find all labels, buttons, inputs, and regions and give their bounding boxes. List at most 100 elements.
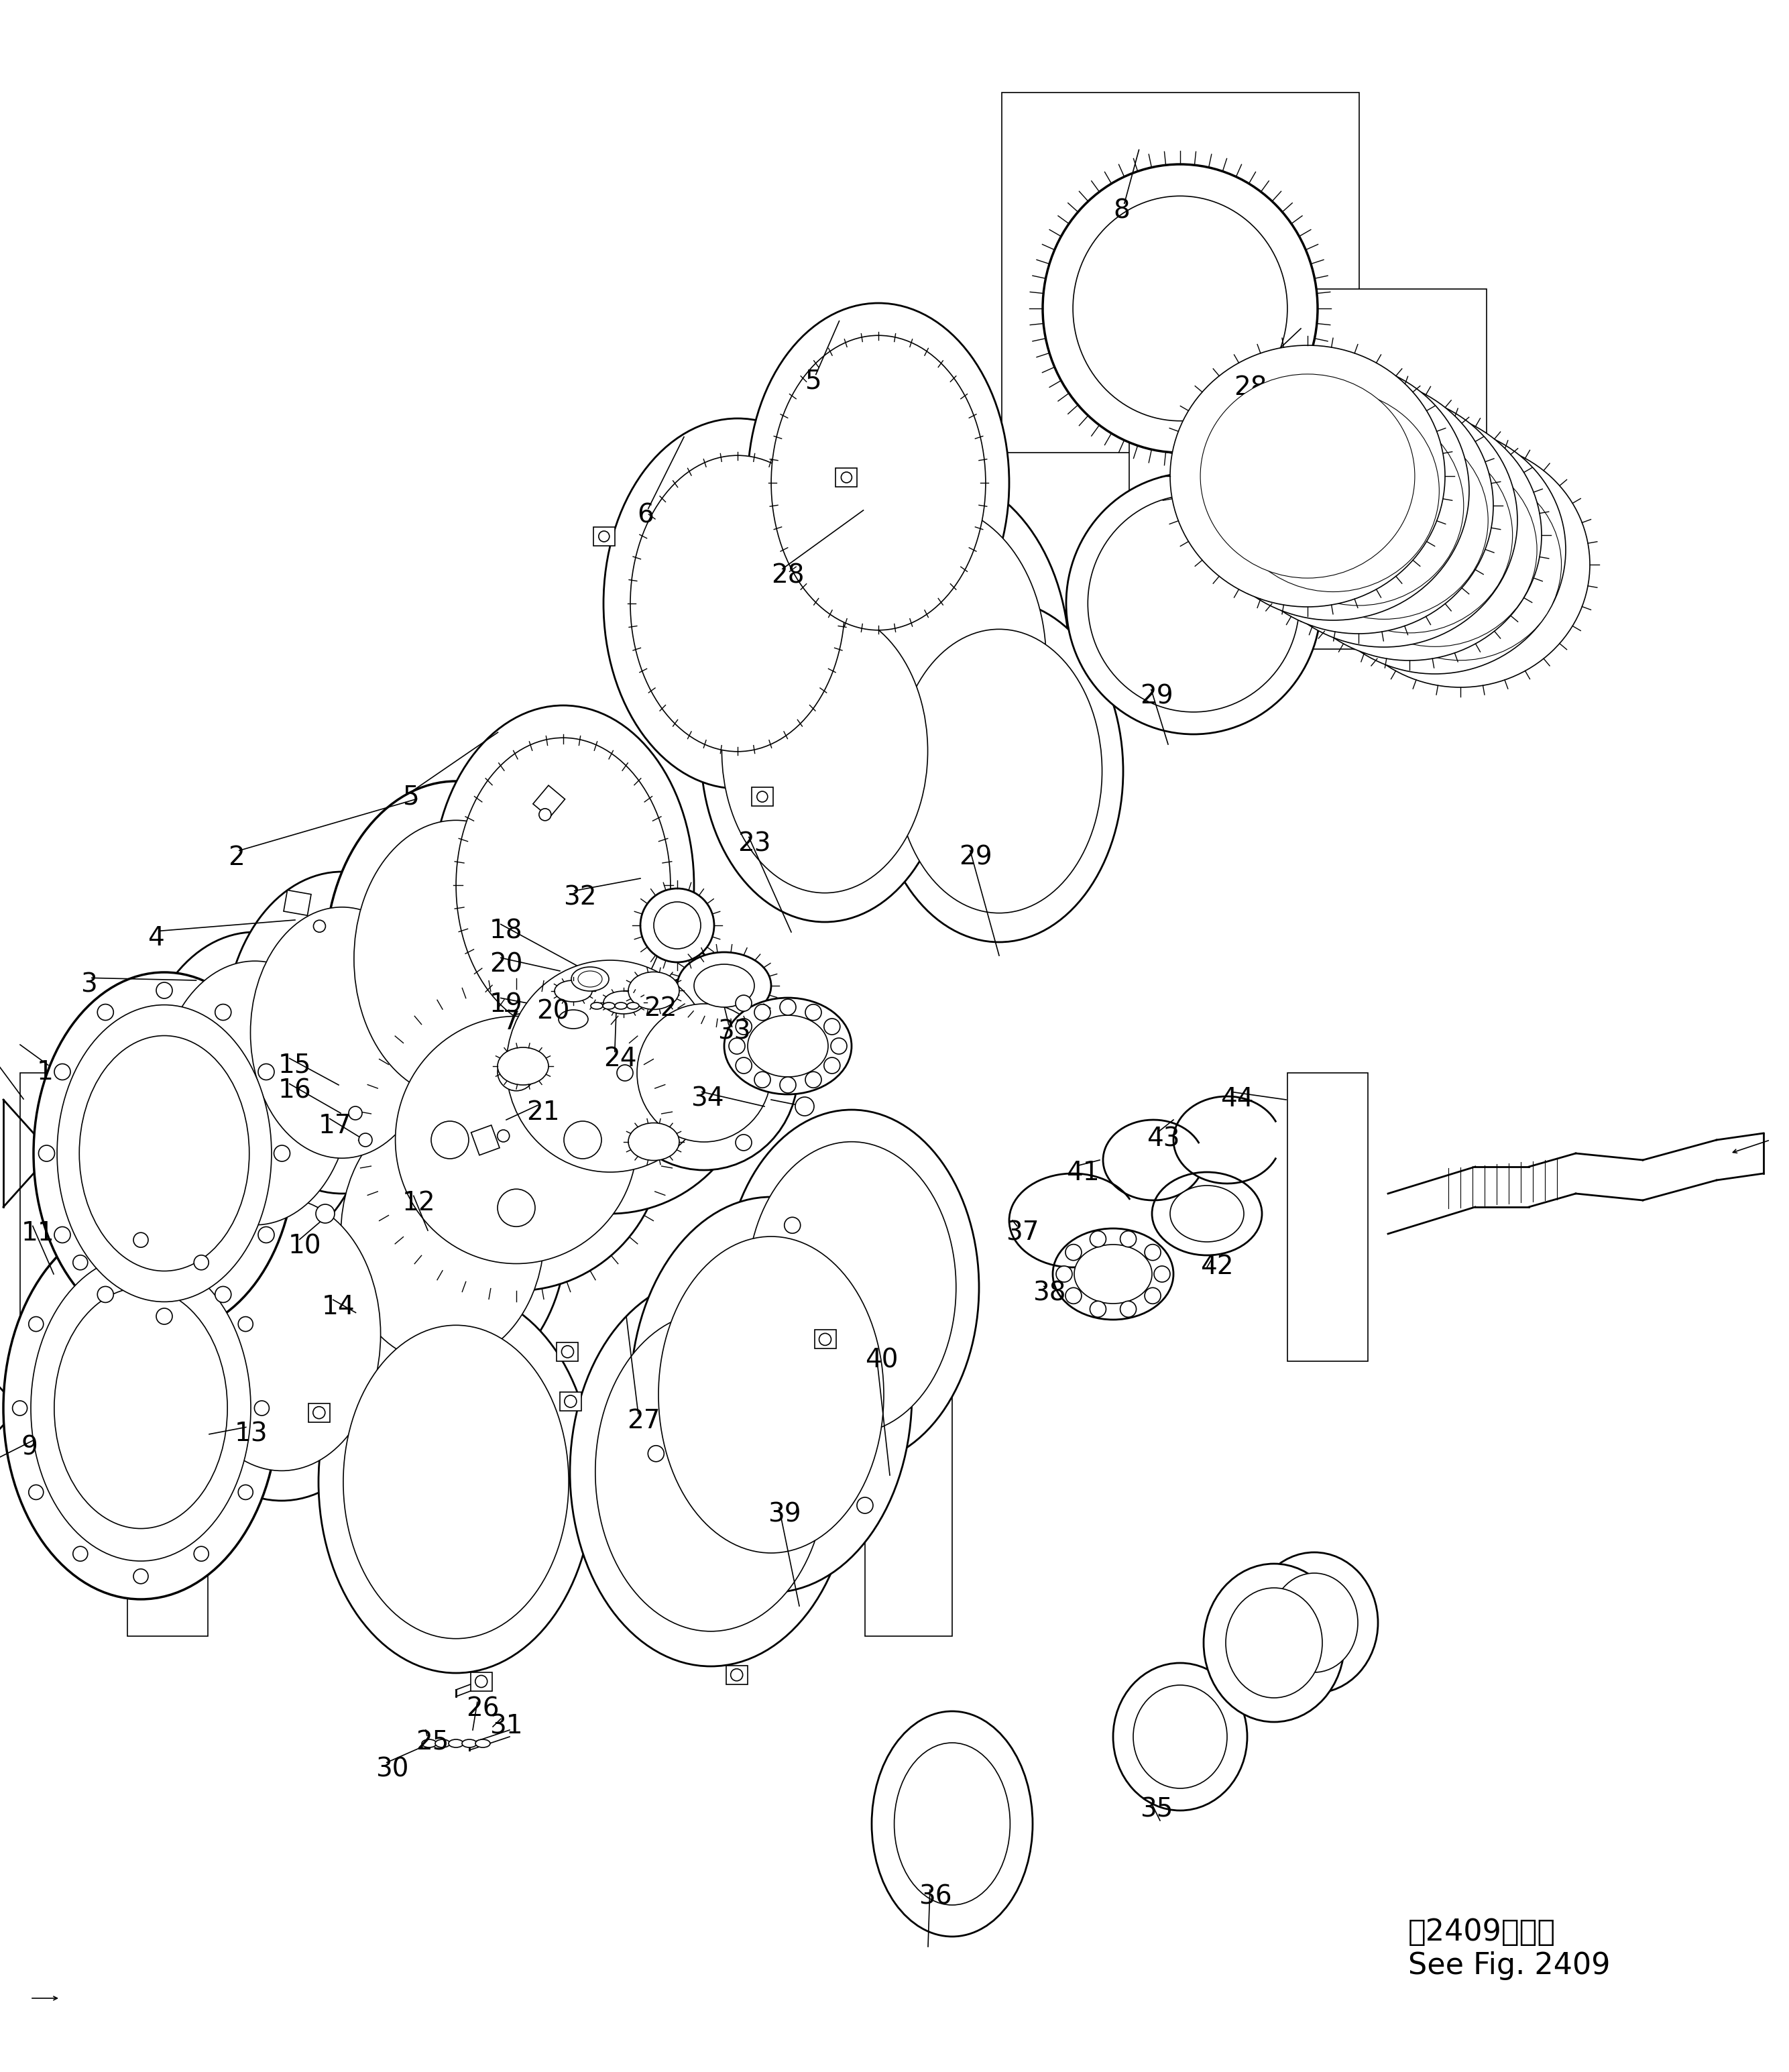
Circle shape <box>497 1129 510 1142</box>
Circle shape <box>755 1071 771 1088</box>
Circle shape <box>1145 1245 1161 1260</box>
Ellipse shape <box>225 872 460 1193</box>
Ellipse shape <box>1254 406 1463 605</box>
Circle shape <box>1120 1231 1136 1247</box>
Circle shape <box>156 1307 172 1324</box>
Ellipse shape <box>1331 441 1590 688</box>
Ellipse shape <box>1200 375 1415 578</box>
Circle shape <box>476 1676 487 1687</box>
Circle shape <box>54 1227 70 1243</box>
Circle shape <box>599 530 610 541</box>
Circle shape <box>780 999 796 1015</box>
Ellipse shape <box>748 303 1009 663</box>
Circle shape <box>735 995 751 1011</box>
Ellipse shape <box>1279 421 1488 620</box>
Bar <box>1129 288 1487 649</box>
Ellipse shape <box>653 901 701 949</box>
Ellipse shape <box>79 1036 249 1270</box>
Circle shape <box>857 1498 873 1513</box>
Circle shape <box>29 1316 43 1332</box>
Bar <box>1288 1073 1369 1361</box>
Ellipse shape <box>1066 472 1320 733</box>
Bar <box>814 1330 835 1349</box>
Ellipse shape <box>1360 468 1562 661</box>
Circle shape <box>349 1106 361 1119</box>
Circle shape <box>648 1446 664 1461</box>
Text: 13: 13 <box>234 1421 268 1446</box>
Bar <box>751 787 773 806</box>
Text: 42: 42 <box>1200 1254 1233 1278</box>
Circle shape <box>73 1256 88 1270</box>
Text: 40: 40 <box>866 1347 898 1374</box>
Circle shape <box>215 1005 231 1019</box>
Text: 3: 3 <box>81 972 97 999</box>
Text: 22: 22 <box>644 997 676 1021</box>
Circle shape <box>735 1019 751 1034</box>
Circle shape <box>313 1407 326 1419</box>
Text: 第2409図参照: 第2409図参照 <box>1408 1919 1556 1946</box>
Text: 36: 36 <box>918 1883 952 1910</box>
Ellipse shape <box>318 1291 594 1672</box>
Ellipse shape <box>465 918 755 1214</box>
Circle shape <box>29 1486 43 1500</box>
Ellipse shape <box>1227 390 1438 593</box>
Ellipse shape <box>318 1075 567 1392</box>
Ellipse shape <box>369 988 664 1291</box>
Text: 6: 6 <box>637 503 653 528</box>
Ellipse shape <box>725 1111 979 1465</box>
Bar <box>127 1347 208 1637</box>
Ellipse shape <box>748 1015 828 1077</box>
Circle shape <box>215 1287 231 1303</box>
Ellipse shape <box>610 976 798 1171</box>
Ellipse shape <box>571 968 608 990</box>
Circle shape <box>805 1005 821 1019</box>
Ellipse shape <box>1224 377 1494 634</box>
Ellipse shape <box>571 1278 852 1666</box>
Circle shape <box>13 1401 27 1415</box>
Ellipse shape <box>30 1256 250 1560</box>
Text: 2: 2 <box>227 845 245 870</box>
Text: 37: 37 <box>1005 1220 1039 1245</box>
Ellipse shape <box>1170 1185 1243 1241</box>
Circle shape <box>755 1005 771 1019</box>
Text: 11: 11 <box>21 1220 55 1245</box>
Circle shape <box>780 1077 796 1094</box>
Text: 25: 25 <box>415 1730 449 1755</box>
Ellipse shape <box>57 1005 272 1301</box>
Circle shape <box>1145 1287 1161 1303</box>
Circle shape <box>564 1121 601 1158</box>
Ellipse shape <box>1225 1587 1322 1697</box>
Ellipse shape <box>506 959 714 1173</box>
Ellipse shape <box>678 953 771 1019</box>
Circle shape <box>805 1071 821 1088</box>
Circle shape <box>313 920 326 932</box>
Bar <box>20 1073 107 1421</box>
Ellipse shape <box>603 990 644 1013</box>
Circle shape <box>134 1233 148 1247</box>
Ellipse shape <box>626 1003 639 1009</box>
Text: 15: 15 <box>279 1053 311 1077</box>
Ellipse shape <box>596 1312 827 1631</box>
Text: 4: 4 <box>147 926 165 951</box>
Text: 31: 31 <box>490 1714 522 1738</box>
Text: 27: 27 <box>626 1409 660 1434</box>
Ellipse shape <box>1333 454 1537 646</box>
Bar <box>284 891 311 916</box>
Ellipse shape <box>449 1738 463 1747</box>
Ellipse shape <box>630 456 844 752</box>
Ellipse shape <box>1132 1685 1227 1788</box>
Text: 28: 28 <box>771 564 805 588</box>
Text: 30: 30 <box>376 1757 408 1782</box>
Ellipse shape <box>1197 361 1469 620</box>
Text: 21: 21 <box>526 1100 560 1125</box>
Circle shape <box>1056 1266 1072 1283</box>
Text: 24: 24 <box>603 1046 637 1071</box>
Ellipse shape <box>818 506 1047 816</box>
Ellipse shape <box>871 1711 1032 1937</box>
Text: 38: 38 <box>1032 1280 1066 1305</box>
Bar <box>533 785 565 818</box>
Circle shape <box>360 1133 372 1146</box>
Text: 17: 17 <box>318 1113 352 1140</box>
Ellipse shape <box>354 821 558 1098</box>
Text: 32: 32 <box>564 885 596 910</box>
